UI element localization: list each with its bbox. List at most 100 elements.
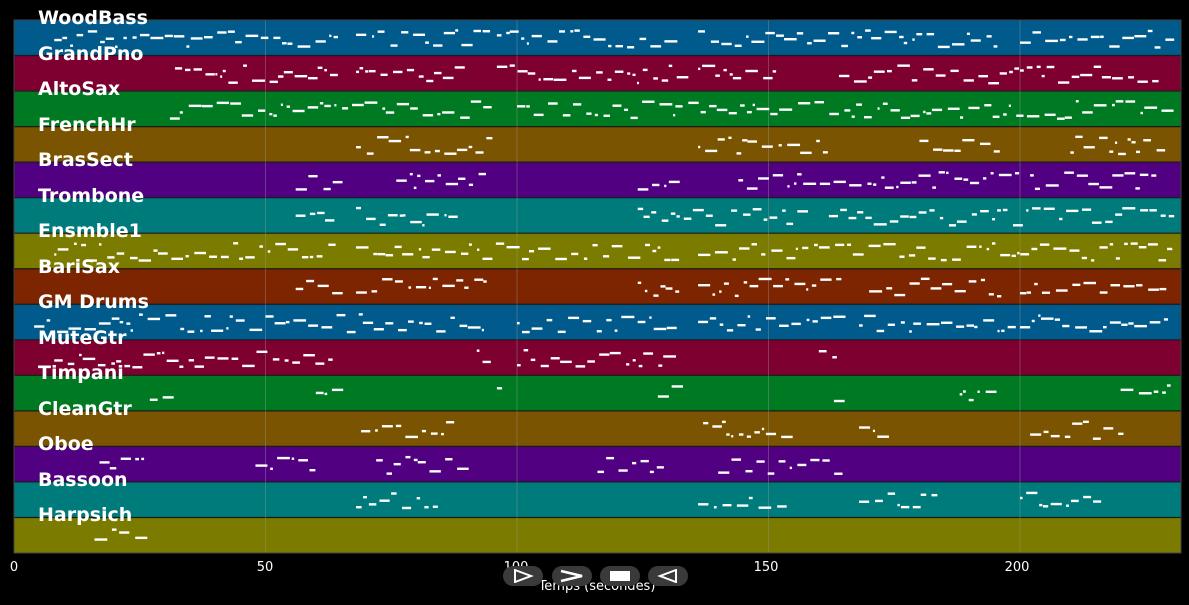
note bbox=[761, 253, 766, 256]
note bbox=[1103, 427, 1114, 430]
note bbox=[1083, 281, 1096, 285]
rewind-button[interactable] bbox=[648, 566, 688, 586]
note bbox=[632, 461, 637, 465]
note bbox=[574, 29, 580, 32]
note bbox=[828, 214, 839, 218]
note bbox=[978, 74, 989, 78]
note bbox=[252, 79, 266, 82]
note bbox=[188, 104, 202, 108]
note bbox=[956, 220, 967, 223]
note bbox=[900, 505, 910, 509]
note bbox=[496, 387, 503, 390]
note bbox=[464, 286, 469, 289]
note bbox=[1069, 249, 1080, 252]
note bbox=[752, 103, 755, 107]
note bbox=[887, 323, 895, 326]
note bbox=[688, 101, 699, 105]
note bbox=[1147, 29, 1153, 33]
note bbox=[319, 102, 324, 105]
note bbox=[794, 282, 806, 286]
note bbox=[437, 174, 441, 177]
note bbox=[993, 45, 998, 48]
note bbox=[445, 458, 453, 461]
note bbox=[747, 140, 757, 143]
note bbox=[283, 71, 293, 74]
note bbox=[954, 177, 963, 180]
note bbox=[968, 106, 980, 110]
note bbox=[444, 250, 456, 254]
note bbox=[798, 102, 811, 105]
note bbox=[738, 433, 744, 436]
note bbox=[776, 34, 784, 37]
note bbox=[373, 328, 384, 331]
note bbox=[597, 470, 604, 474]
note bbox=[555, 257, 567, 261]
track-lane bbox=[14, 304, 1181, 340]
note bbox=[755, 328, 761, 331]
note bbox=[997, 295, 1002, 298]
note bbox=[334, 103, 337, 107]
note bbox=[747, 315, 751, 318]
note bbox=[256, 350, 268, 354]
note bbox=[79, 353, 82, 357]
note bbox=[660, 285, 666, 288]
note bbox=[76, 33, 84, 37]
note bbox=[698, 284, 711, 287]
note bbox=[890, 109, 900, 112]
note bbox=[715, 224, 727, 227]
note bbox=[269, 80, 278, 84]
note bbox=[758, 277, 772, 281]
play-button[interactable] bbox=[503, 566, 543, 586]
note bbox=[227, 30, 235, 33]
note bbox=[1030, 174, 1034, 177]
note bbox=[980, 142, 991, 146]
note bbox=[422, 255, 430, 259]
note bbox=[1088, 182, 1099, 186]
note bbox=[578, 76, 591, 80]
note bbox=[543, 78, 554, 81]
note bbox=[286, 105, 290, 108]
note bbox=[698, 320, 709, 324]
note bbox=[517, 70, 528, 73]
track-label: GrandPno bbox=[38, 42, 144, 65]
note bbox=[856, 103, 862, 106]
note bbox=[1083, 495, 1092, 499]
note bbox=[954, 289, 966, 293]
note bbox=[297, 45, 311, 48]
note bbox=[947, 107, 960, 110]
note bbox=[426, 213, 439, 216]
note bbox=[726, 433, 730, 436]
note bbox=[365, 70, 369, 73]
note bbox=[939, 216, 944, 220]
note bbox=[522, 330, 530, 334]
note bbox=[739, 247, 750, 250]
note bbox=[731, 458, 742, 461]
note bbox=[457, 467, 469, 470]
note bbox=[1138, 246, 1147, 249]
note bbox=[1131, 141, 1136, 144]
note bbox=[298, 459, 308, 462]
note bbox=[909, 330, 912, 333]
note bbox=[217, 357, 229, 360]
note bbox=[702, 64, 716, 68]
note bbox=[356, 291, 367, 294]
note bbox=[426, 79, 434, 83]
note bbox=[399, 214, 404, 217]
note bbox=[587, 360, 595, 363]
note bbox=[1091, 259, 1095, 262]
note bbox=[738, 179, 744, 182]
note bbox=[729, 73, 733, 76]
note bbox=[859, 500, 870, 503]
note bbox=[1091, 221, 1102, 224]
note bbox=[857, 211, 864, 214]
note bbox=[683, 217, 692, 220]
note bbox=[969, 181, 980, 185]
fast-forward-button[interactable] bbox=[552, 566, 592, 586]
note bbox=[1064, 171, 1074, 174]
note bbox=[991, 242, 996, 245]
track-lane bbox=[14, 481, 1181, 518]
note bbox=[954, 149, 961, 152]
note bbox=[806, 288, 809, 291]
note bbox=[433, 44, 443, 47]
stop-button[interactable] bbox=[600, 566, 640, 586]
